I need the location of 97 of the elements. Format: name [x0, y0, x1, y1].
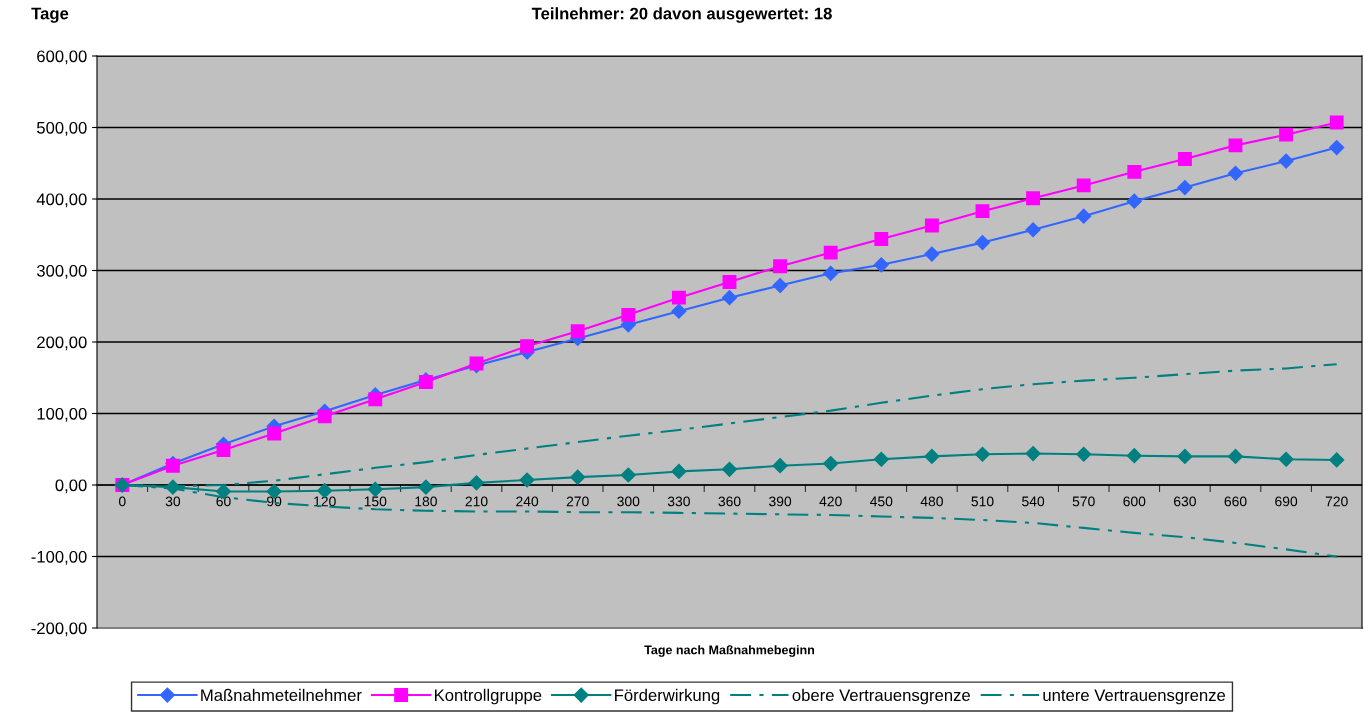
- point: [468, 475, 485, 491]
- x-tick-label: 210: [465, 496, 488, 507]
- x-tick-label: 120: [314, 496, 336, 507]
- y-tick-label: -200,00: [31, 622, 87, 637]
- legend-label: untere Vertrauensgrenze: [1043, 689, 1226, 705]
- x-tick-label: 510: [971, 496, 994, 507]
- point: [1177, 448, 1193, 464]
- x-tick-label: 270: [566, 496, 589, 507]
- point: [773, 259, 788, 274]
- point: [216, 443, 231, 457]
- point: [1025, 445, 1041, 462]
- y-tick-label: 200,00: [37, 336, 87, 351]
- y-tick-label: 500,00: [36, 121, 87, 136]
- point: [1126, 448, 1142, 464]
- point: [974, 235, 991, 251]
- point: [772, 458, 788, 474]
- point: [1278, 451, 1294, 467]
- x-tick-label: 150: [364, 496, 387, 507]
- y-tick-label: 0,00: [55, 479, 87, 494]
- x-tick-label: 0: [118, 496, 126, 507]
- point: [873, 451, 889, 467]
- point: [621, 307, 636, 322]
- point: [418, 479, 434, 495]
- x-tick-label: 240: [516, 496, 539, 507]
- x-tick-label: 450: [870, 496, 893, 507]
- point: [367, 481, 383, 497]
- x-tick-label: 300: [617, 496, 640, 507]
- point: [1126, 193, 1142, 209]
- point: [823, 245, 838, 260]
- point: [1177, 179, 1193, 196]
- x-tick-label: 90: [267, 496, 282, 507]
- point: [671, 463, 687, 479]
- x-tick-label: 630: [1174, 496, 1196, 507]
- x-tick-label: 420: [819, 496, 842, 507]
- legend-label: Maßnahmeteilnehmer: [201, 688, 362, 702]
- point: [1127, 164, 1142, 179]
- point: [1177, 152, 1192, 166]
- point: [1279, 127, 1294, 142]
- y-axis-title: Tage: [31, 7, 69, 23]
- point: [721, 290, 738, 306]
- point: [924, 218, 939, 233]
- point: [873, 257, 889, 273]
- x-axis-title: Tage nach Maßnahmebeginn: [644, 645, 815, 657]
- x-tick-label: 180: [415, 496, 437, 507]
- point: [519, 472, 535, 488]
- point: [974, 446, 991, 462]
- x-tick-label: 720: [1325, 496, 1348, 507]
- point: [267, 426, 282, 441]
- y-tick-label: 300,00: [36, 264, 87, 279]
- point: [620, 467, 636, 483]
- point: [722, 274, 737, 289]
- point: [1278, 153, 1294, 169]
- point: [671, 290, 686, 305]
- point: [823, 455, 839, 472]
- point: [671, 303, 687, 319]
- legend-label: obere Vertrauensgrenze: [792, 688, 970, 705]
- point: [1329, 139, 1345, 156]
- x-tick-label: 60: [216, 496, 231, 507]
- y-tick-label: 600,00: [37, 50, 87, 65]
- point: [520, 339, 535, 354]
- y-tick-label: 100,00: [37, 407, 87, 422]
- x-tick-label: 690: [1275, 496, 1298, 507]
- point: [975, 204, 990, 219]
- x-tick-label: 540: [1022, 496, 1045, 507]
- legend-label: Kontrollgruppe: [435, 688, 542, 705]
- point: [570, 469, 586, 485]
- point: [721, 461, 738, 477]
- x-tick-label: 480: [920, 496, 943, 507]
- point: [1227, 165, 1244, 181]
- x-tick-label: 660: [1224, 496, 1247, 507]
- x-tick-label: 360: [718, 496, 741, 507]
- point: [1227, 448, 1244, 464]
- point: [1025, 222, 1041, 238]
- y-tick-label: 400,00: [36, 193, 87, 208]
- point: [772, 277, 788, 294]
- point: [1076, 446, 1092, 462]
- x-tick-label: 30: [165, 496, 181, 507]
- y-tick-label: -100,00: [31, 550, 87, 565]
- point: [1228, 138, 1243, 153]
- point: [368, 392, 383, 407]
- point: [317, 409, 332, 424]
- point: [924, 246, 940, 262]
- x-tick-label: 330: [667, 496, 690, 507]
- chart-title: Teilnehmer: 20 davon ausgewertet: 18: [531, 7, 832, 23]
- point: [1076, 208, 1092, 224]
- x-tick-label: 600: [1123, 496, 1146, 507]
- point: [823, 265, 839, 281]
- legend-label: Förderwirkung: [615, 688, 720, 705]
- point: [1076, 178, 1091, 193]
- point: [570, 324, 585, 339]
- point: [1026, 191, 1041, 206]
- x-tick-label: 390: [769, 496, 792, 507]
- x-tick-label: 570: [1072, 496, 1095, 507]
- point: [924, 448, 940, 464]
- point: [1329, 452, 1345, 468]
- point: [874, 232, 889, 246]
- point: [1329, 115, 1344, 130]
